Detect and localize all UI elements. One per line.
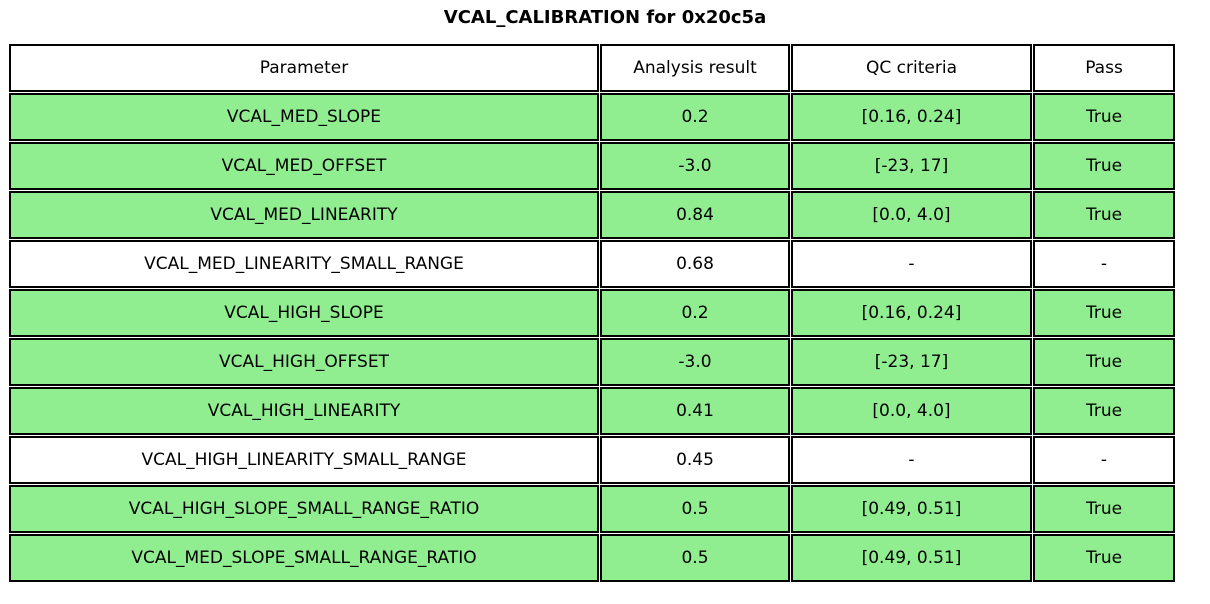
analysis-result-cell: 0.2 bbox=[600, 289, 790, 337]
analysis-result-cell: 0.41 bbox=[600, 387, 790, 435]
qc-criteria-cell: [0.49, 0.51] bbox=[791, 534, 1032, 582]
qc-criteria-cell: [-23, 17] bbox=[791, 142, 1032, 190]
analysis-result-cell: -3.0 bbox=[600, 338, 790, 386]
column-header-parameter: Parameter bbox=[9, 44, 599, 92]
qc-criteria-cell: - bbox=[791, 240, 1032, 288]
qc-criteria-cell: [0.49, 0.51] bbox=[791, 485, 1032, 533]
column-header-qc-criteria: QC criteria bbox=[791, 44, 1032, 92]
table-row: VCAL_HIGH_SLOPE 0.2 [0.16, 0.24] True bbox=[9, 289, 1175, 337]
table-body: VCAL_MED_SLOPE 0.2 [0.16, 0.24] True VCAL_ME… bbox=[9, 93, 1175, 582]
column-header-pass: Pass bbox=[1033, 44, 1175, 92]
qc-criteria-cell: [-23, 17] bbox=[791, 338, 1032, 386]
parameter-cell: VCAL_MED_LINEARITY_SMALL_RANGE bbox=[9, 240, 599, 288]
table-row: VCAL_HIGH_LINEARITY_SMALL_RANGE 0.45- - bbox=[9, 436, 1175, 484]
parameter-cell: VCAL_MED_SLOPE_SMALL_RANGE_RATIO bbox=[9, 534, 599, 582]
table-row: VCAL_MED_SLOPE 0.2 [0.16, 0.24] True bbox=[9, 93, 1175, 141]
parameter-cell: VCAL_HIGH_LINEARITY_SMALL_RANGE bbox=[9, 436, 599, 484]
table-row: VCAL_MED_LINEARITY_SMALL_RANGE 0.68- - bbox=[9, 240, 1175, 288]
parameter-cell: VCAL_HIGH_SLOPE_SMALL_RANGE_RATIO bbox=[9, 485, 599, 533]
table-row: VCAL_MED_LINEARITY 0.84 [0.0, 4.0] True bbox=[9, 191, 1175, 239]
qc-criteria-cell: [0.16, 0.24] bbox=[791, 289, 1032, 337]
analysis-result-cell: 0.45 bbox=[600, 436, 790, 484]
table-row: VCAL_HIGH_LINEARITY 0.41 [0.0, 4.0] True bbox=[9, 387, 1175, 435]
pass-cell: - bbox=[1033, 436, 1175, 484]
table-row: VCAL_HIGH_OFFSET -3.0 [-23, 17] True bbox=[9, 338, 1175, 386]
table-header-row: Parameter Analysis result QC criteria Pa… bbox=[9, 44, 1175, 92]
qc-criteria-cell: [0.0, 4.0] bbox=[791, 387, 1032, 435]
pass-cell: - bbox=[1033, 240, 1175, 288]
qc-criteria-cell: [0.0, 4.0] bbox=[791, 191, 1032, 239]
analysis-result-cell: 0.5 bbox=[600, 534, 790, 582]
pass-cell: True bbox=[1033, 93, 1175, 141]
qc-criteria-cell: - bbox=[791, 436, 1032, 484]
pass-cell: True bbox=[1033, 485, 1175, 533]
column-header-analysis-result: Analysis result bbox=[600, 44, 790, 92]
parameter-cell: VCAL_MED_SLOPE bbox=[9, 93, 599, 141]
analysis-result-cell: 0.84 bbox=[600, 191, 790, 239]
pass-cell: True bbox=[1033, 142, 1175, 190]
analysis-result-cell: 0.68 bbox=[600, 240, 790, 288]
table-row: VCAL_MED_SLOPE_SMALL_RANGE_RATIO 0.5 [0.49… bbox=[9, 534, 1175, 582]
pass-cell: True bbox=[1033, 387, 1175, 435]
pass-cell: True bbox=[1033, 191, 1175, 239]
analysis-result-cell: 0.5 bbox=[600, 485, 790, 533]
parameter-cell: VCAL_HIGH_SLOPE bbox=[9, 289, 599, 337]
analysis-result-cell: -3.0 bbox=[600, 142, 790, 190]
parameter-cell: VCAL_MED_OFFSET bbox=[9, 142, 599, 190]
qc-table: Parameter Analysis result QC criteria Pa… bbox=[8, 43, 1176, 583]
table-row: VCAL_MED_OFFSET -3.0 [-23, 17] True bbox=[9, 142, 1175, 190]
parameter-cell: VCAL_HIGH_LINEARITY bbox=[9, 387, 599, 435]
analysis-result-cell: 0.2 bbox=[600, 93, 790, 141]
chart-title: VCAL_CALIBRATION for 0x20c5a bbox=[443, 7, 767, 28]
parameter-cell: VCAL_HIGH_OFFSET bbox=[9, 338, 599, 386]
parameter-cell: VCAL_MED_LINEARITY bbox=[9, 191, 599, 239]
pass-cell: True bbox=[1033, 289, 1175, 337]
pass-cell: True bbox=[1033, 338, 1175, 386]
table-row: VCAL_HIGH_SLOPE_SMALL_RANGE_RATIO 0.5 [0.4… bbox=[9, 485, 1175, 533]
pass-cell: True bbox=[1033, 534, 1175, 582]
qc-criteria-cell: [0.16, 0.24] bbox=[791, 93, 1032, 141]
